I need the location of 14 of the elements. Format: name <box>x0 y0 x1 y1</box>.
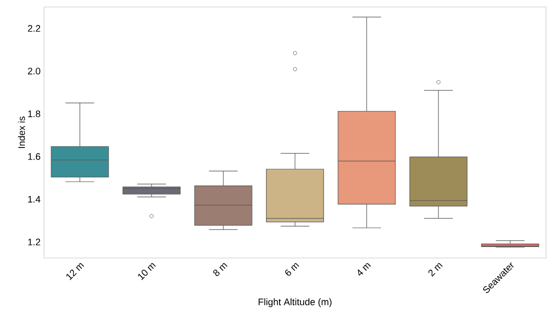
x-tick-label: 2 m <box>428 263 443 277</box>
x-tick-label: 8 m <box>213 263 228 276</box>
x-tick-label: 6 m <box>285 263 300 276</box>
y-tick-label: 2.2 <box>28 25 40 32</box>
y-tick-label: 2.0 <box>28 68 40 74</box>
y-tick-label: 1.8 <box>28 110 40 118</box>
y-tick-label: 1.2 <box>28 238 40 246</box>
y-tick-label: 1.4 <box>28 196 40 203</box>
y-axis-title: Index is <box>18 116 25 148</box>
x-tick-label: 12 m <box>66 263 84 280</box>
y-tick-label: 1.6 <box>28 153 40 160</box>
x-tick-label: 4 m <box>358 263 371 276</box>
x-tick-label: 10 m <box>138 263 156 280</box>
x-axis-title: Flight Altitude (m) <box>258 298 332 308</box>
